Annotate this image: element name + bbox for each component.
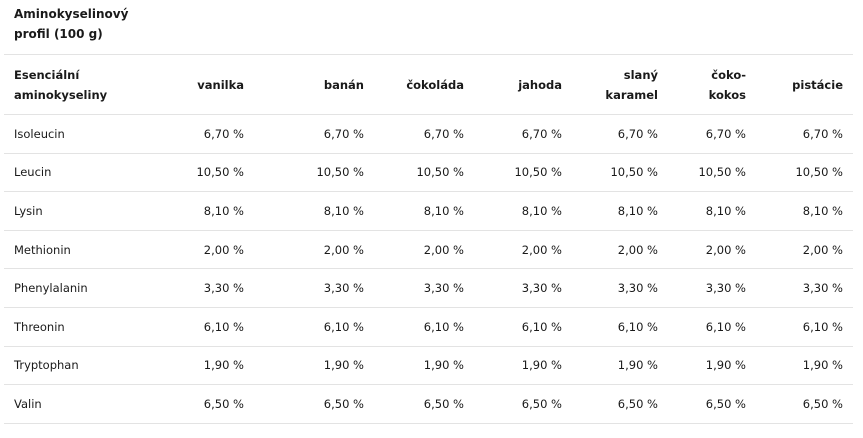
- header-line: vanilka: [197, 77, 244, 92]
- table-row: Tryptophan 1,90 % 1,90 % 1,90 % 1,90 % 1,90 %…: [4, 346, 853, 386]
- table-cell-value: 6,10 %: [474, 307, 572, 347]
- table-cell-value: 10,50 %: [474, 153, 572, 193]
- amino-acid-table: Esenciální aminokyseliny vanilka banán č…: [4, 54, 853, 424]
- table-row: Lysin 8,10 % 8,10 % 8,10 % 8,10 % 8,10 % 8,10 …: [4, 191, 853, 231]
- table-cell-value: 6,50 %: [474, 384, 572, 424]
- header-line: karamel: [605, 87, 658, 102]
- header-line: čokoláda: [406, 77, 464, 92]
- table-cell-value: 2,00 %: [756, 230, 853, 270]
- header-line: čoko-: [711, 67, 746, 82]
- amino-acid-name: Isoleucin: [4, 114, 164, 154]
- table-row: Methionin 2,00 % 2,00 % 2,00 % 2,00 % 2,00 % 2…: [4, 230, 853, 270]
- amino-acid-name: Valin: [4, 384, 164, 424]
- table-cell-value: 8,10 %: [164, 191, 254, 231]
- table-cell-value: 3,30 %: [164, 268, 254, 308]
- header-line: aminokyseliny: [14, 87, 108, 102]
- table-cell-value: 6,70 %: [756, 114, 853, 154]
- amino-acid-name: Lysin: [4, 191, 164, 231]
- header-flavor-cokolada: čokoláda: [374, 54, 474, 115]
- table-cell-value: 3,30 %: [572, 268, 668, 308]
- table-row: Valin 6,50 % 6,50 % 6,50 % 6,50 % 6,50 % 6,50 …: [4, 384, 853, 424]
- table-header-row: Esenciální aminokyseliny vanilka banán č…: [4, 54, 853, 115]
- table-row: Leucin 10,50 % 10,50 % 10,50 % 10,50 % 10,50 …: [4, 153, 853, 193]
- table-cell-value: 6,70 %: [572, 114, 668, 154]
- table-cell-value: 8,10 %: [374, 191, 474, 231]
- table-cell-value: 6,50 %: [668, 384, 756, 424]
- header-flavor-vanilka: vanilka: [164, 54, 254, 115]
- header-line: banán: [323, 77, 364, 92]
- table-cell-value: 10,50 %: [164, 153, 254, 193]
- table-cell-value: 3,30 %: [374, 268, 474, 308]
- caption-line-1: Aminokyselinový: [14, 7, 129, 21]
- table-cell-value: 8,10 %: [254, 191, 374, 231]
- table-cell-value: 1,90 %: [374, 346, 474, 386]
- table-body: Isoleucin 6,70 % 6,70 % 6,70 % 6,70 % 6,70 % 6…: [4, 114, 853, 424]
- table-cell-value: 2,00 %: [668, 230, 756, 270]
- header-flavor-banan: banán: [254, 54, 374, 115]
- table-cell-value: 1,90 %: [668, 346, 756, 386]
- table-cell-value: 6,50 %: [254, 384, 374, 424]
- table-cell-value: 8,10 %: [572, 191, 668, 231]
- table-cell-value: 10,50 %: [254, 153, 374, 193]
- table-cell-value: 1,90 %: [164, 346, 254, 386]
- table-cell-value: 3,30 %: [668, 268, 756, 308]
- table-cell-value: 6,50 %: [756, 384, 853, 424]
- table-cell-value: 1,90 %: [572, 346, 668, 386]
- table-cell-value: 1,90 %: [254, 346, 374, 386]
- header-essential-amino-acids: Esenciální aminokyseliny: [4, 54, 164, 115]
- header-flavor-slany-karamel: slaný karamel: [572, 54, 668, 115]
- table-cell-value: 6,70 %: [254, 114, 374, 154]
- table-cell-value: 6,10 %: [668, 307, 756, 347]
- table-cell-value: 6,70 %: [164, 114, 254, 154]
- table-cell-value: 6,10 %: [756, 307, 853, 347]
- header-flavor-jahoda: jahoda: [474, 54, 572, 115]
- table-caption: Aminokyselinový profil (100 g): [14, 4, 214, 44]
- table-cell-value: 10,50 %: [374, 153, 474, 193]
- header-flavor-coko-kokos: čoko- kokos: [668, 54, 756, 115]
- table-cell-value: 10,50 %: [756, 153, 853, 193]
- table-cell-value: 8,10 %: [668, 191, 756, 231]
- table-row: Isoleucin 6,70 % 6,70 % 6,70 % 6,70 % 6,70 % 6…: [4, 114, 853, 154]
- table-cell-value: 6,70 %: [668, 114, 756, 154]
- table-cell-value: 2,00 %: [374, 230, 474, 270]
- header-line: Esenciální: [14, 67, 80, 82]
- table-cell-value: 2,00 %: [474, 230, 572, 270]
- table-cell-value: 1,90 %: [756, 346, 853, 386]
- amino-acid-name: Leucin: [4, 153, 164, 193]
- table-cell-value: 6,10 %: [164, 307, 254, 347]
- table-cell-value: 3,30 %: [756, 268, 853, 308]
- table-cell-value: 1,90 %: [474, 346, 572, 386]
- header-flavor-pistacie: pistácie: [756, 54, 853, 115]
- table-row: Phenylalanin 3,30 % 3,30 % 3,30 % 3,30 % 3,30…: [4, 268, 853, 308]
- table-cell-value: 8,10 %: [474, 191, 572, 231]
- table-row: Threonin 6,10 % 6,10 % 6,10 % 6,10 % 6,10 % 6,…: [4, 307, 853, 347]
- table-cell-value: 6,10 %: [572, 307, 668, 347]
- table-cell-value: 6,10 %: [254, 307, 374, 347]
- table-cell-value: 2,00 %: [572, 230, 668, 270]
- table-cell-value: 6,50 %: [374, 384, 474, 424]
- amino-acid-name: Methionin: [4, 230, 164, 270]
- header-line: kokos: [708, 87, 746, 102]
- header-line: jahoda: [518, 77, 562, 92]
- table-cell-value: 6,70 %: [374, 114, 474, 154]
- table-cell-value: 2,00 %: [164, 230, 254, 270]
- table-cell-value: 6,70 %: [474, 114, 572, 154]
- table-cell-value: 8,10 %: [756, 191, 853, 231]
- amino-acid-name: Tryptophan: [4, 346, 164, 386]
- table-cell-value: 10,50 %: [572, 153, 668, 193]
- caption-line-2: profil (100 g): [14, 27, 103, 41]
- table-cell-value: 6,10 %: [374, 307, 474, 347]
- table-cell-value: 6,50 %: [572, 384, 668, 424]
- table-cell-value: 10,50 %: [668, 153, 756, 193]
- amino-acid-name: Threonin: [4, 307, 164, 347]
- amino-acid-name: Phenylalanin: [4, 268, 164, 308]
- header-line: slaný: [623, 67, 658, 82]
- table-cell-value: 3,30 %: [254, 268, 374, 308]
- table-cell-value: 2,00 %: [254, 230, 374, 270]
- table-cell-value: 6,50 %: [164, 384, 254, 424]
- table-cell-value: 3,30 %: [474, 268, 572, 308]
- header-line: pistácie: [792, 77, 843, 92]
